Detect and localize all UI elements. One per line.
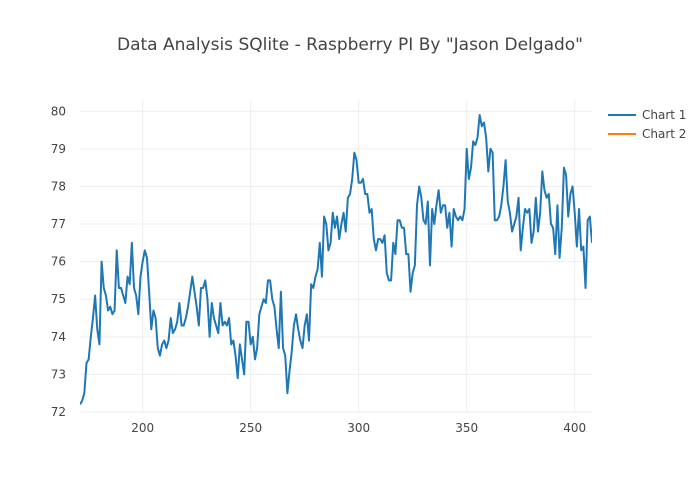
y-tick-label: 73 (51, 367, 66, 381)
y-tick-label: 77 (51, 217, 66, 231)
y-tick-label: 79 (51, 142, 66, 156)
series-line-1[interactable] (80, 114, 592, 405)
x-tick-label: 400 (563, 421, 586, 435)
y-tick-label: 74 (51, 330, 66, 344)
series-lines (80, 114, 592, 405)
axis-ticks: 72 73 74 75 76 77 78 79 80 200 250 300 350 400 (51, 104, 586, 435)
gridlines (80, 100, 592, 413)
y-tick-label: 72 (51, 405, 66, 419)
x-tick-label: 350 (455, 421, 478, 435)
y-tick-label: 78 (51, 179, 66, 193)
legend-label: Chart 2 (642, 127, 686, 141)
y-tick-label: 76 (51, 255, 66, 269)
x-tick-label: 300 (347, 421, 370, 435)
legend-item-1[interactable]: Chart 1 (608, 108, 686, 122)
x-tick-label: 200 (131, 421, 154, 435)
x-tick-label: 250 (239, 421, 262, 435)
chart-title: Data Analysis SQlite - Raspberry PI By "… (117, 35, 583, 55)
y-tick-label: 75 (51, 292, 66, 306)
legend[interactable]: Chart 1 Chart 2 (608, 108, 686, 141)
legend-label: Chart 1 (642, 108, 686, 122)
y-tick-label: 80 (51, 104, 66, 118)
legend-item-2[interactable]: Chart 2 (608, 127, 686, 141)
